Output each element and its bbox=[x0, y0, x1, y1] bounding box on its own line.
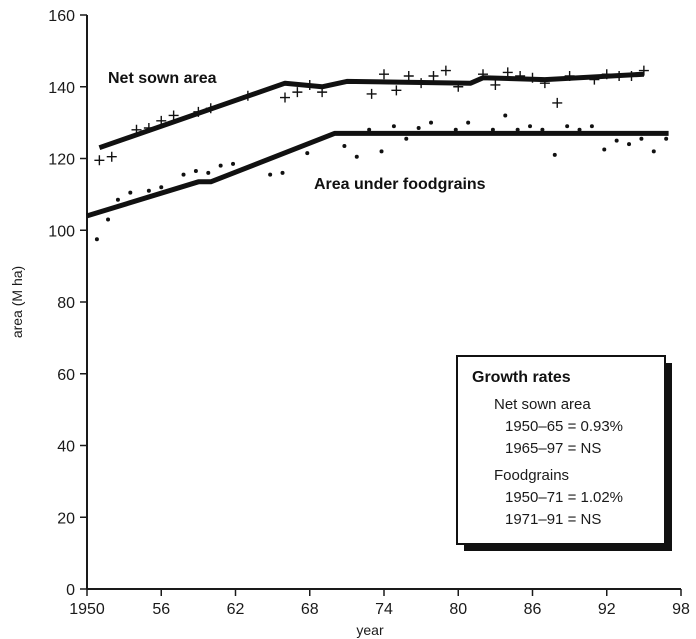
x-tick-label: 98 bbox=[672, 601, 690, 618]
point-foodgrains bbox=[206, 170, 211, 175]
box-frame bbox=[456, 355, 666, 545]
box-line-foodgrains: Foodgrains bbox=[494, 467, 569, 484]
point-foodgrains bbox=[416, 126, 421, 131]
y-tick-label: 60 bbox=[57, 367, 75, 384]
point-foodgrains bbox=[159, 185, 164, 190]
point-foodgrains bbox=[115, 197, 120, 202]
growth-rates-box: Growth rates Net sown area 1950–65 = 0.9… bbox=[456, 355, 672, 551]
x-axis-ticks: 1950 56 62 68 74 80 86 92 98 bbox=[69, 589, 690, 618]
point-foodgrains bbox=[453, 127, 458, 132]
point-foodgrains bbox=[354, 154, 359, 159]
point-foodgrains bbox=[627, 142, 632, 147]
x-tick-label: 92 bbox=[598, 601, 616, 618]
box-line-foodgrains-rate: 1950–71 = 1.02% bbox=[505, 489, 623, 506]
y-tick-label: 140 bbox=[48, 80, 75, 97]
point-foodgrains bbox=[404, 136, 409, 141]
x-tick-label: 74 bbox=[375, 601, 393, 618]
point-net-sown bbox=[379, 69, 389, 80]
point-net-sown bbox=[280, 92, 290, 103]
trend-line-foodgrains bbox=[86, 130, 669, 219]
y-axis-ticks: 0 20 40 60 80 100 120 140 160 bbox=[48, 8, 87, 599]
y-tick-label: 100 bbox=[48, 223, 75, 240]
box-line-net-sown-rate: 1950–65 = 0.93% bbox=[505, 418, 623, 435]
trend-lines bbox=[86, 71, 669, 219]
point-foodgrains bbox=[342, 143, 347, 148]
point-foodgrains bbox=[589, 124, 594, 129]
point-foodgrains bbox=[528, 124, 533, 129]
x-tick-label: 86 bbox=[524, 601, 542, 618]
point-foodgrains bbox=[305, 151, 310, 156]
box-line-net-sown-ns: 1965–97 = NS bbox=[505, 440, 601, 457]
x-tick-label: 62 bbox=[227, 601, 245, 618]
x-axis-title: year bbox=[356, 622, 384, 638]
point-foodgrains bbox=[280, 170, 285, 175]
point-foodgrains bbox=[429, 120, 434, 125]
point-foodgrains bbox=[367, 127, 372, 132]
point-foodgrains bbox=[106, 217, 111, 222]
point-foodgrains bbox=[565, 124, 570, 129]
data-marks bbox=[94, 65, 669, 242]
y-tick-label: 160 bbox=[48, 8, 75, 25]
box-line-foodgrains-ns: 1971–91 = NS bbox=[505, 511, 601, 528]
point-foodgrains bbox=[466, 120, 471, 125]
point-foodgrains bbox=[651, 149, 656, 154]
point-foodgrains bbox=[540, 127, 545, 132]
series-label-foodgrains: Area under foodgrains bbox=[314, 176, 486, 193]
point-net-sown bbox=[366, 88, 377, 99]
point-foodgrains bbox=[664, 136, 669, 141]
point-net-sown bbox=[94, 155, 105, 166]
point-net-sown bbox=[106, 151, 117, 162]
box-line-net-sown: Net sown area bbox=[494, 396, 591, 413]
x-tick-label: 68 bbox=[301, 601, 319, 618]
point-net-sown bbox=[403, 70, 414, 81]
point-foodgrains bbox=[94, 237, 99, 242]
point-foodgrains bbox=[602, 147, 607, 152]
point-foodgrains bbox=[218, 163, 223, 168]
point-foodgrains bbox=[490, 127, 495, 132]
point-foodgrains bbox=[193, 169, 198, 174]
point-net-sown bbox=[168, 110, 179, 121]
x-tick-label: 80 bbox=[449, 601, 467, 618]
y-tick-label: 0 bbox=[66, 582, 75, 599]
point-net-sown bbox=[490, 79, 501, 90]
point-net-sown bbox=[391, 85, 402, 96]
point-foodgrains bbox=[515, 127, 520, 132]
box-title: Growth rates bbox=[472, 369, 571, 386]
point-foodgrains bbox=[379, 149, 384, 154]
y-tick-label: 120 bbox=[48, 152, 75, 169]
point-net-sown bbox=[502, 67, 513, 78]
point-foodgrains bbox=[146, 188, 151, 193]
y-tick-label: 80 bbox=[57, 295, 75, 312]
point-foodgrains bbox=[231, 161, 236, 166]
point-net-sown bbox=[552, 97, 563, 108]
series-label-net-sown-area: Net sown area bbox=[108, 70, 217, 87]
point-net-sown bbox=[428, 70, 439, 81]
point-foodgrains bbox=[268, 172, 273, 177]
point-foodgrains bbox=[639, 136, 644, 141]
y-tick-label: 40 bbox=[57, 439, 75, 456]
point-foodgrains bbox=[391, 124, 396, 129]
point-foodgrains bbox=[128, 190, 133, 195]
point-net-sown bbox=[292, 87, 303, 98]
y-tick-label: 20 bbox=[57, 510, 75, 527]
point-net-sown bbox=[440, 65, 451, 76]
point-foodgrains bbox=[614, 138, 619, 143]
point-foodgrains bbox=[552, 152, 557, 157]
x-tick-label: 56 bbox=[152, 601, 170, 618]
point-foodgrains bbox=[577, 127, 582, 132]
x-tick-label: 1950 bbox=[69, 601, 105, 618]
point-foodgrains bbox=[503, 113, 508, 118]
trend-line-net-sown bbox=[98, 71, 645, 151]
point-foodgrains bbox=[181, 172, 186, 177]
y-axis-title: area (M ha) bbox=[9, 266, 25, 338]
